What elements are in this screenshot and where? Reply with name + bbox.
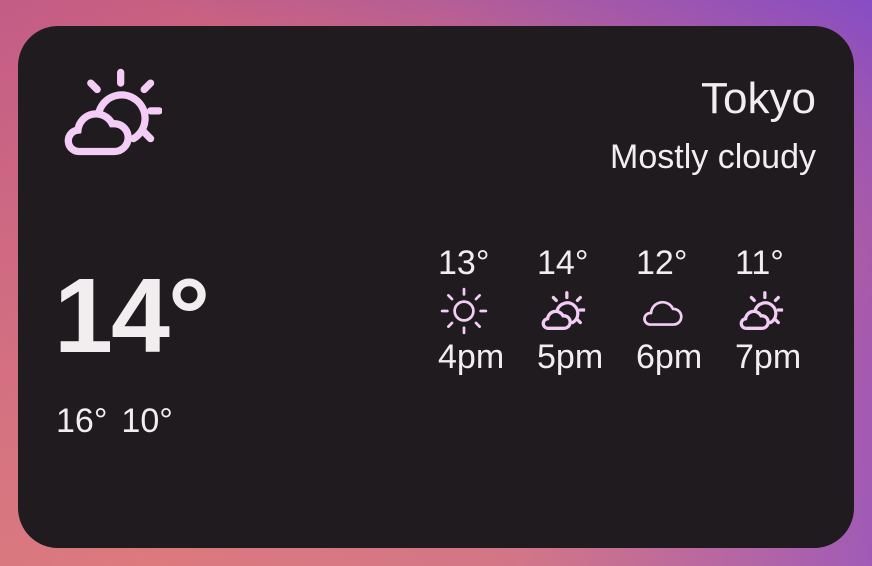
high-temp: 16° [56,402,108,440]
current-temperature: 14° [54,257,210,375]
low-temp: 10° [121,402,173,440]
hour-temp: 14° [537,244,589,282]
hour-temp: 11° [735,244,784,282]
partly-cloudy-icon [541,291,586,330]
partly-cloudy-icon [739,291,784,330]
city-name: Tokyo [701,74,816,123]
hour-time: 5pm [537,338,604,376]
high-low: 16° 10° [56,402,187,441]
hourly-forecast: 13° 4pm 14° 5pm 12° 6pm 11° 7pm [438,244,834,377]
hour-time: 7pm [735,338,802,376]
hour-item: 11° 7pm [735,244,834,377]
hour-item: 12° 6pm [636,244,735,377]
condition-text: Mostly cloudy [610,138,816,176]
hour-time: 6pm [636,338,703,376]
hour-temp: 12° [636,244,688,282]
hour-item: 13° 4pm [438,244,537,377]
cloud-icon [636,286,688,336]
hour-temp: 13° [438,244,490,282]
weather-widget[interactable]: Tokyo Mostly cloudy 14° 16° 10° 13° 4pm 1… [18,26,854,548]
partly-cloudy-icon [58,66,162,160]
sun-icon [438,286,490,336]
hour-item: 14° 5pm [537,244,636,377]
hour-time: 4pm [438,338,505,376]
